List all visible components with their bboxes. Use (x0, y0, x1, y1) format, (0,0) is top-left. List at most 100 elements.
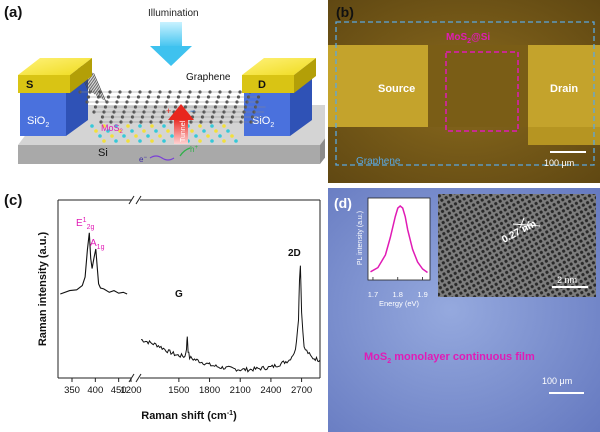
pl-curve (370, 205, 428, 274)
tem-scale-label: 2 nm (557, 275, 577, 285)
channel-gap (428, 45, 528, 127)
raman-x-tick-label: 2100 (230, 385, 251, 396)
mos2-atom (118, 129, 122, 133)
graphene-label-b: Graphene (356, 156, 401, 167)
mos2-atom (94, 129, 98, 133)
raman-ylabel: Raman intensity (a.u.) (37, 232, 49, 347)
pl-ylabel: PL intensity (a.u.) (357, 211, 364, 265)
mos2-atom (98, 134, 102, 138)
panel-a-device-schematic: (a) Illumination Si (4, 4, 325, 164)
mos2-atom (150, 139, 154, 143)
mos2-atom (218, 134, 222, 138)
mos2-atom (154, 129, 158, 133)
illumination-arrow (150, 22, 192, 66)
pl-xlabel: Energy (eV) (379, 299, 420, 308)
mos2-atom (166, 129, 170, 133)
mos2-atom (202, 129, 206, 133)
tunnel-arrow (168, 104, 194, 144)
mos2-atom (114, 139, 118, 143)
mos2-atom (138, 139, 142, 143)
mos2-atom (230, 134, 234, 138)
panel-a-letter: (a) (4, 4, 22, 21)
mos2-atom (130, 129, 134, 133)
panel-d-film-image: (d) 1.7 1.8 1.9 PL intensity (a.u.) Energy… (328, 188, 600, 432)
peak-e2g-label: E12g (76, 217, 94, 231)
electrode-d-label: D (258, 79, 266, 91)
mos2-atom (190, 129, 194, 133)
plus-sign: + (166, 106, 171, 116)
tunnel-label: Tunnel (180, 120, 187, 142)
mos2-atom (138, 124, 142, 128)
raman-x-tick-label: 1800 (199, 385, 220, 396)
mos2-atom (162, 139, 166, 143)
pl-inset: 1.7 1.8 1.9 (367, 197, 431, 299)
mos2-atom (102, 124, 106, 128)
right-electrode-lower (528, 127, 600, 145)
mos2-atom (134, 134, 138, 138)
panel-d-letter: (d) (334, 195, 352, 211)
raman-x-tick-label: 1500 (168, 385, 189, 396)
mos2-si-label: MoS2@Si (446, 32, 490, 45)
mos2-atom (146, 134, 150, 138)
mos2-atom (214, 129, 218, 133)
mos2-atom (222, 124, 226, 128)
peak-2d-label: 2D (288, 248, 301, 259)
source-label: Source (378, 83, 415, 95)
panel-c-letter: (c) (4, 192, 22, 209)
raman-x-tick-label: 2400 (260, 385, 281, 396)
pl-series (370, 205, 428, 274)
mos2-si-outline (445, 51, 519, 132)
graphene-outline (335, 21, 595, 166)
mos2-atom (142, 129, 146, 133)
raman-x-tick-label: 400 (87, 385, 103, 396)
pl-ticks: 1.7 1.8 1.9 (368, 277, 428, 299)
illumination-label: Illumination (148, 8, 199, 19)
mos2-atom (194, 134, 198, 138)
mos2-atom (226, 129, 230, 133)
mos2-atom (158, 134, 162, 138)
raman-x-tick-label: 450 (111, 385, 127, 396)
pl-x-tick-label: 1.8 (393, 290, 403, 299)
graphene-label: Graphene (186, 72, 231, 83)
mos2-atom (198, 139, 202, 143)
mos2-atom (126, 124, 130, 128)
raman-series-graphene (140, 265, 321, 373)
graphene-atom (255, 100, 259, 104)
graphene-atom (256, 95, 261, 99)
mos2-atom (110, 134, 114, 138)
raman-x-tick-label: 1200 (120, 385, 141, 396)
mos2-atom (222, 139, 226, 143)
mos2-atom (114, 124, 118, 128)
pl-x-tick-label: 1.7 (368, 290, 378, 299)
mos2-atom (198, 124, 202, 128)
mos2-label: MoS2 (101, 123, 124, 135)
si-label: Si (98, 147, 108, 159)
sio2-left-label: SiO2 (27, 115, 49, 129)
scale-bar-b-label: 100 μm (544, 158, 574, 168)
film-label: MoS2 monolayer continuous film (364, 351, 535, 365)
minus-sign: − (190, 106, 195, 116)
mos2-atom (210, 124, 214, 128)
mos2-atom (102, 139, 106, 143)
mos2-atom (126, 139, 130, 143)
drain-electrode (242, 58, 316, 93)
raman-x-tick-label: 350 (64, 385, 80, 396)
tem-image (438, 194, 596, 297)
axes-frame (57, 199, 321, 379)
graphene-draped-bond (93, 73, 106, 102)
mos2-atom (210, 139, 214, 143)
panel-b-optical-image: (b) MoS2@Si Source Drain Graphene 100 μm (328, 0, 600, 183)
mos2-atom (234, 139, 238, 143)
mos2-atom (170, 134, 174, 138)
source-electrode (18, 58, 92, 93)
graphene-lattice (75, 61, 266, 143)
mos2-atom (106, 129, 110, 133)
sio2-right-label: SiO2 (252, 115, 274, 129)
scale-bar-d-label: 100 μm (542, 376, 572, 386)
peak-a1g-label: A1g (90, 238, 105, 251)
mos2-atom (150, 124, 154, 128)
mos2-atom (162, 124, 166, 128)
hole-label: h+ (190, 145, 198, 154)
electron-label: e− (139, 155, 147, 164)
